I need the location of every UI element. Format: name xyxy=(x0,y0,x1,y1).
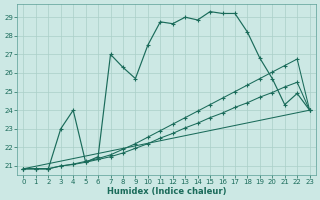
X-axis label: Humidex (Indice chaleur): Humidex (Indice chaleur) xyxy=(107,187,226,196)
